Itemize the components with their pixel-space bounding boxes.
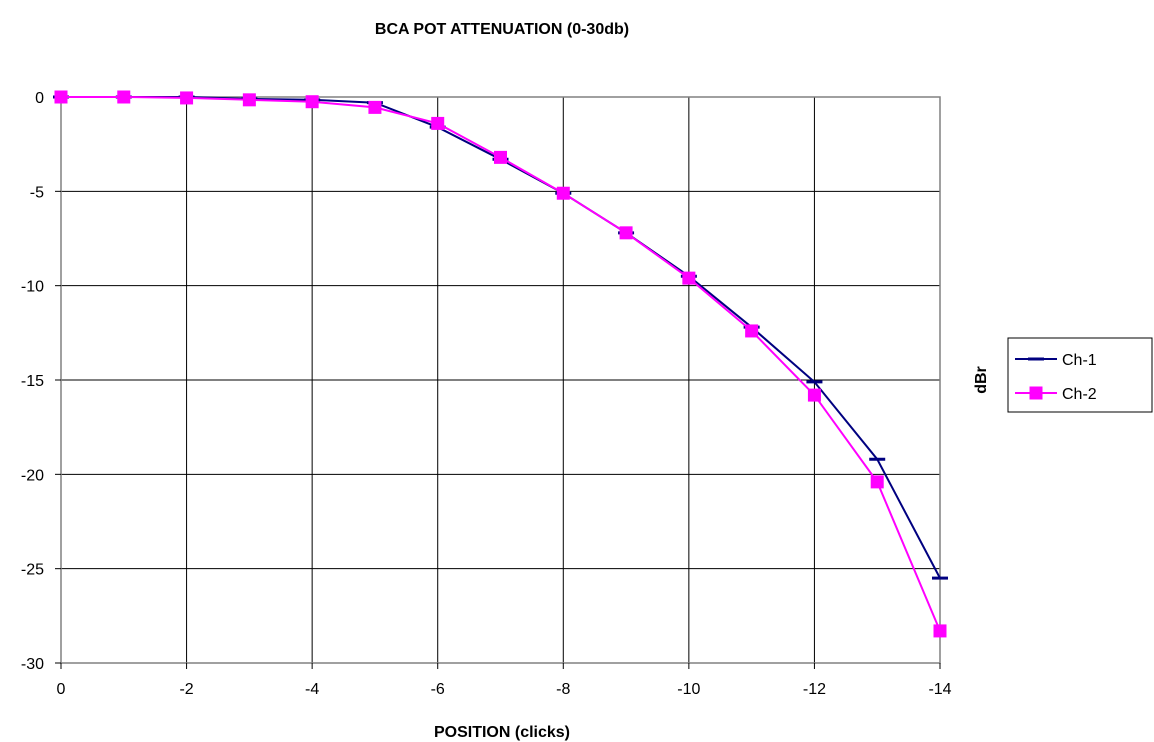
x-tick-label: -14	[928, 681, 951, 698]
legend-box	[1007, 337, 1153, 413]
x-tick-label: -8	[556, 681, 570, 698]
y-axis: 0 -5 -10 -15 -20 -25 -30	[21, 90, 61, 673]
data-point	[807, 388, 821, 402]
data-point	[431, 116, 445, 130]
series-layer	[53, 90, 948, 638]
series-ch-2	[54, 90, 947, 638]
x-tick-label: -12	[803, 681, 826, 698]
data-point	[54, 90, 68, 104]
chart-title: BCA POT ATTENUATION (0-30db)	[375, 21, 629, 38]
legend-label: Ch-2	[1062, 386, 1097, 403]
data-point	[745, 324, 759, 338]
y-tick-label: 0	[35, 90, 44, 107]
data-point	[682, 271, 696, 285]
data-point	[556, 186, 570, 200]
x-tick-label: -6	[431, 681, 445, 698]
y-tick-label: -25	[21, 562, 44, 579]
x-tick-label: -10	[677, 681, 700, 698]
y-tick-label: -10	[21, 279, 44, 296]
x-tick-label: -2	[179, 681, 193, 698]
x-tick-label: -4	[305, 681, 319, 698]
y-tick-label: -30	[21, 656, 44, 673]
data-point	[117, 90, 131, 104]
y-tick-label: -15	[21, 373, 44, 390]
y-tick-label: -5	[30, 184, 44, 201]
data-point	[933, 624, 947, 638]
legend: Ch-1 Ch-2	[1007, 337, 1153, 413]
data-point	[368, 100, 382, 114]
x-axis-title: POSITION (clicks)	[434, 724, 570, 741]
x-axis: 0 -2 -4 -6 -8 -10 -12 -14	[57, 663, 952, 698]
data-point	[870, 475, 884, 489]
legend-label: Ch-1	[1062, 352, 1097, 369]
data-point	[180, 91, 194, 105]
legend-item-ch-2: Ch-2	[1015, 386, 1097, 403]
y-axis-title: dBr	[973, 366, 990, 394]
data-point	[494, 150, 507, 164]
x-tick-label: 0	[57, 681, 66, 698]
y-tick-label: -20	[21, 467, 44, 484]
legend-item-ch-1: Ch-1	[1015, 352, 1097, 369]
data-point	[305, 95, 319, 109]
data-point	[242, 93, 256, 107]
data-point	[619, 226, 633, 240]
legend-marker	[1029, 386, 1043, 400]
